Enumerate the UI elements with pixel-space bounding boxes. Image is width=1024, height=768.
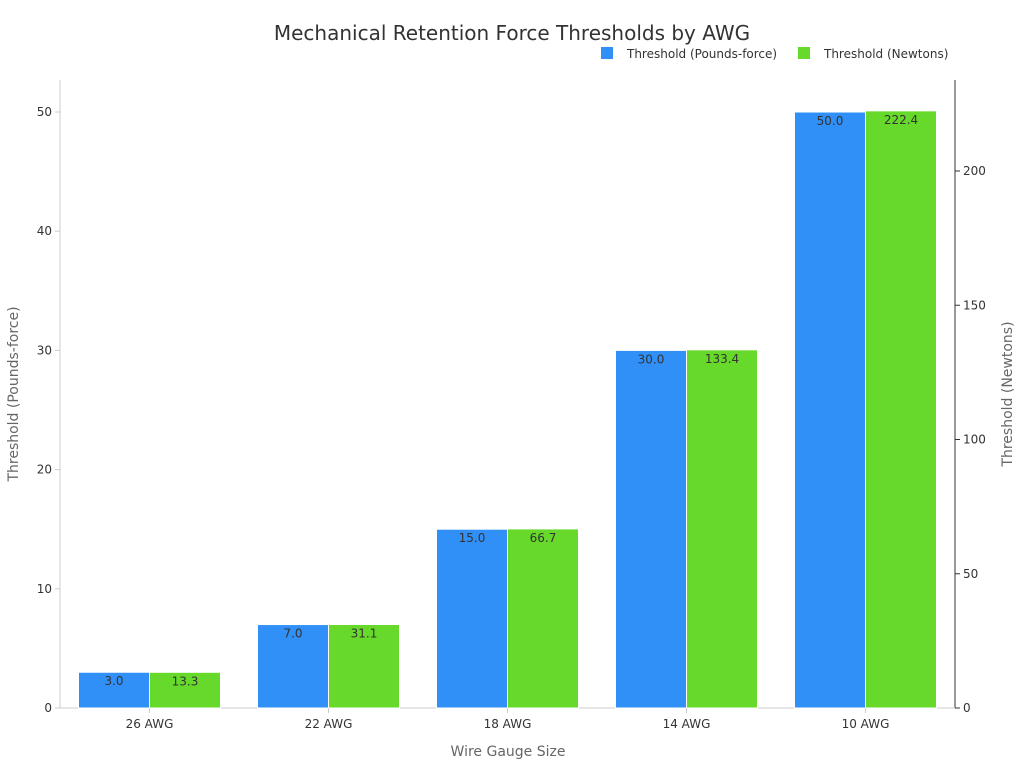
bar-labels: 3.0 13.3 7.0 31.1 15.0 66.7 30.0 133.4 50.0 222.4 — [104, 113, 918, 688]
x-axis-title: Wire Gauge Size — [451, 744, 566, 760]
y-tick-label-left: 30 — [37, 343, 52, 357]
y-tick-label-right: 50 — [963, 567, 978, 581]
y-tick-label-right: 150 — [963, 298, 986, 312]
y-tick-label-left: 40 — [37, 224, 52, 238]
y-tick-label-left: 50 — [37, 105, 52, 119]
bar-value-label: 31.1 — [351, 626, 378, 640]
y-tick-label-left: 10 — [37, 582, 52, 596]
bar-pounds — [436, 528, 508, 709]
bar-newtons — [507, 528, 579, 709]
legend-label-pounds: Threshold (Pounds-force) — [626, 47, 777, 61]
legend-swatch-newtons — [798, 47, 810, 59]
bar-value-label: 50.0 — [817, 114, 844, 128]
y-tick-label-right: 100 — [963, 433, 986, 447]
bar-newtons — [328, 623, 400, 709]
y-axis-left-title: Threshold (Pounds-force) — [6, 306, 22, 482]
bar-pounds — [257, 624, 329, 709]
y-axis-right-ticks: 0 50 100 150 200 — [955, 164, 986, 715]
bar-value-label: 66.7 — [530, 531, 557, 545]
bar-value-label: 15.0 — [459, 531, 486, 545]
y-axis-right-title: Threshold (Newtons) — [1000, 321, 1016, 467]
bar-newtons — [686, 349, 758, 709]
bar-value-label: 30.0 — [638, 352, 665, 366]
bar-newtons — [149, 671, 221, 709]
y-tick-label-left: 0 — [44, 701, 52, 715]
bar-value-label: 7.0 — [283, 627, 302, 641]
bars — [78, 110, 937, 709]
bar-value-label: 3.0 — [104, 674, 123, 688]
y-tick-label-right: 0 — [963, 701, 971, 715]
legend-swatch-pounds — [601, 47, 613, 59]
x-tick-label: 14 AWG — [663, 717, 711, 731]
bar-value-label: 133.4 — [705, 352, 739, 366]
y-axis-left-ticks: 0 10 20 30 40 50 — [37, 105, 60, 715]
bar-pounds — [615, 349, 687, 709]
x-tick-label: 26 AWG — [126, 717, 174, 731]
chart-title: Mechanical Retention Force Thresholds by… — [274, 21, 750, 45]
y-tick-label-right: 200 — [963, 164, 986, 178]
x-tick-label: 10 AWG — [842, 717, 890, 731]
x-tick-label: 22 AWG — [305, 717, 353, 731]
bar-newtons — [865, 110, 937, 709]
legend-label-newtons: Threshold (Newtons) — [823, 47, 948, 61]
x-axis-ticks: 26 AWG 22 AWG 18 AWG 14 AWG 10 AWG — [126, 708, 890, 731]
x-tick-label: 18 AWG — [484, 717, 532, 731]
bar-pounds — [794, 111, 866, 709]
bar-value-label: 222.4 — [884, 113, 918, 127]
bar-value-label: 13.3 — [172, 674, 199, 688]
legend: Threshold (Pounds-force) Threshold (Newt… — [601, 47, 948, 61]
y-tick-label-left: 20 — [37, 463, 52, 477]
